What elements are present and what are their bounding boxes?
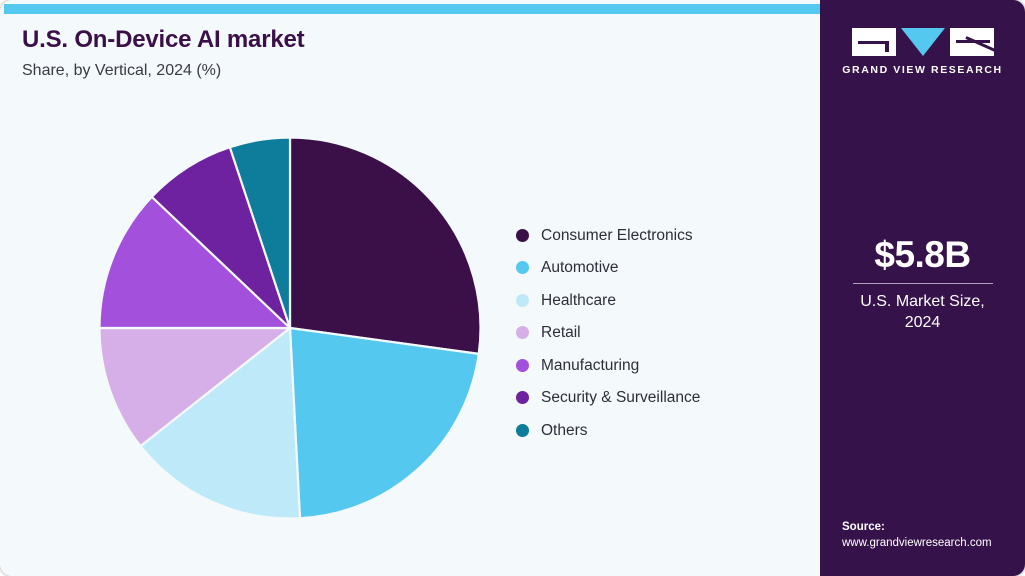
market-size-value: $5.8B: [874, 234, 971, 275]
logo-mark-row: [820, 28, 1025, 56]
market-size-caption: U.S. Market Size, 2024: [860, 292, 985, 332]
pie-slice-group: [99, 137, 481, 519]
legend-swatch-icon: [516, 391, 529, 405]
brand-sidebar: GRAND VIEW RESEARCH $5.8B U.S. Market Si…: [820, 0, 1025, 576]
pie-chart: [99, 137, 481, 519]
logo-letter-v-icon: [900, 28, 945, 56]
legend-item-label: Others: [541, 421, 588, 439]
legend-item-label: Security & Surveillance: [541, 389, 701, 406]
legend-item-label: Healthcare: [541, 291, 616, 309]
legend-swatch-icon: [516, 293, 529, 307]
page-title: U.S. On-Device AI market: [22, 26, 305, 53]
logo-letter-r-icon: [949, 28, 994, 56]
legend-swatch-icon: [516, 423, 529, 437]
pie-slice[interactable]: [228, 137, 292, 330]
legend-item[interactable]: Manufacturing: [516, 349, 806, 382]
legend-swatch-icon: [516, 326, 529, 340]
top-accent-bar: [4, 4, 820, 14]
legend-item[interactable]: Retail: [516, 317, 806, 350]
page-subtitle: Share, by Vertical, 2024 (%): [22, 61, 222, 79]
legend-item-label: Retail: [541, 324, 581, 341]
legend-item-label: Manufacturing: [541, 356, 640, 374]
callout-divider: [852, 282, 993, 284]
source-label: Source:: [842, 520, 885, 533]
pie-slice[interactable]: [288, 326, 480, 519]
legend-item-label: Automotive: [541, 259, 619, 276]
pie-chart-svg: [99, 137, 481, 519]
legend-item[interactable]: Consumer Electronics: [516, 219, 806, 252]
logo-wordmark: GRAND VIEW RESEARCH: [842, 64, 1003, 76]
legend-item[interactable]: Automotive: [516, 252, 806, 285]
pie-slice[interactable]: [99, 195, 292, 330]
pie-slice[interactable]: [288, 137, 481, 355]
pie-slice[interactable]: [99, 326, 292, 448]
chart-legend: Consumer Electronics Automotive Healthcare…: [516, 219, 806, 447]
legend-item[interactable]: Security & Surveillance: [516, 382, 806, 415]
grand-view-research-logo: GRAND VIEW RESEARCH: [820, 28, 1025, 76]
pie-slice[interactable]: [150, 146, 292, 330]
pie-slice[interactable]: [139, 326, 302, 519]
chart-panel: U.S. On-Device AI market Share, by Verti…: [4, 4, 820, 519]
source-url[interactable]: www.grandviewresearch.com: [842, 537, 992, 550]
legend-swatch-icon: [516, 261, 529, 275]
source-block: Source: www.grandviewresearch.com: [842, 519, 1022, 552]
logo-letter-g-icon: [851, 28, 896, 56]
legend-swatch-icon: [516, 358, 529, 372]
legend-swatch-icon: [516, 228, 529, 242]
legend-item-label: Consumer Electronics: [541, 226, 693, 244]
legend-item[interactable]: Others: [516, 414, 806, 447]
legend-item[interactable]: Healthcare: [516, 284, 806, 317]
title-block: U.S. On-Device AI market Share, by Verti…: [22, 26, 722, 80]
market-size-callout: $5.8B U.S. Market Size, 2024: [820, 234, 1025, 334]
